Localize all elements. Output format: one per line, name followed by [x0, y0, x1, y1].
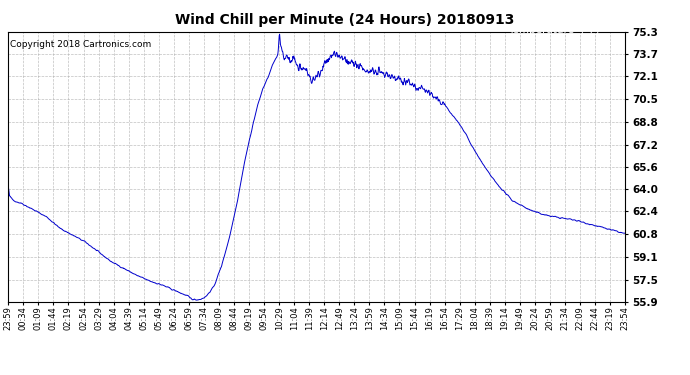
Text: Temperature  (°F): Temperature (°F): [508, 25, 600, 34]
Text: Copyright 2018 Cartronics.com: Copyright 2018 Cartronics.com: [10, 40, 150, 49]
Text: Wind Chill per Minute (24 Hours) 20180913: Wind Chill per Minute (24 Hours) 2018091…: [175, 13, 515, 27]
